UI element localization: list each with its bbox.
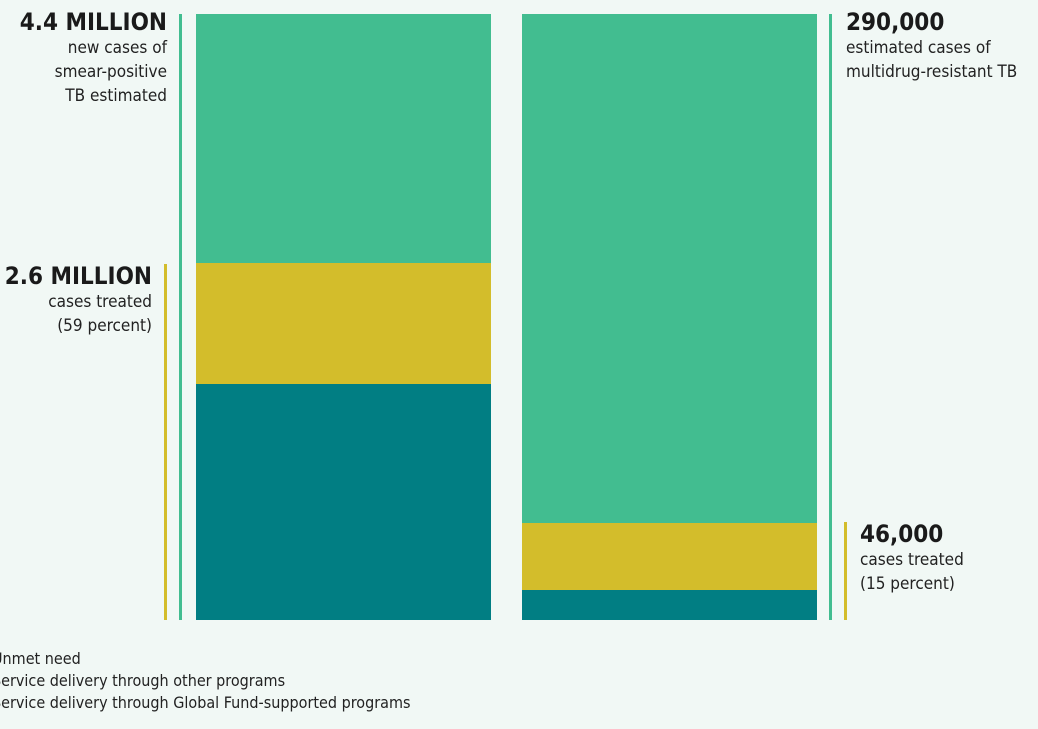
bar-right-unmet-segment xyxy=(522,14,817,523)
bar-left xyxy=(196,14,491,620)
left-total-value: 4.4 MILLION xyxy=(19,8,167,36)
right-treated-value: 46,000 xyxy=(860,520,944,548)
legend-label-other: Service delivery through other programs xyxy=(0,670,286,690)
left-treated-value: 2.6 MILLION xyxy=(4,262,152,290)
left-treated-bracket-line xyxy=(164,264,167,620)
left-total-annotation: 4.4 MILLION new cases of smear-positive … xyxy=(20,8,167,108)
right-total-annotation: 290,000 estimated cases of multidrug-res… xyxy=(846,8,1017,84)
right-treated-line-1: cases treated xyxy=(860,550,964,570)
legend-item-unmet: Unmet need xyxy=(0,647,410,669)
right-treated-line-2: (15 percent) xyxy=(860,574,955,594)
left-total-line-1: new cases of xyxy=(67,38,167,58)
right-total-line-1: estimated cases of xyxy=(846,38,991,58)
left-total-line-2: smear-positive xyxy=(54,62,167,82)
right-treated-bracket-line xyxy=(844,522,847,620)
left-total-bracket-line xyxy=(179,14,182,620)
bar-right-globalfund-segment xyxy=(522,590,817,620)
right-total-line-2: multidrug-resistant TB xyxy=(846,62,1018,82)
left-treated-line-2: (59 percent) xyxy=(57,316,152,336)
left-treated-line-1: cases treated xyxy=(48,292,152,312)
bar-left-unmet-segment xyxy=(196,15,491,263)
right-total-value: 290,000 xyxy=(846,8,945,36)
bar-left-globalfund-segment xyxy=(196,384,491,620)
left-treated-annotation: 2.6 MILLION cases treated (59 percent) xyxy=(5,262,152,338)
bar-left-other-segment xyxy=(196,263,491,384)
legend-item-other: Service delivery through other programs xyxy=(0,669,410,691)
left-total-line-3: TB estimated xyxy=(65,86,167,106)
legend-label-unmet: Unmet need xyxy=(0,648,81,668)
legend-label-global-fund: Service delivery through Global Fund-sup… xyxy=(0,692,411,712)
right-treated-annotation: 46,000 cases treated (15 percent) xyxy=(860,520,964,596)
right-total-bracket-line xyxy=(829,14,832,620)
legend: Unmet need Service delivery through othe… xyxy=(0,647,410,713)
legend-item-global-fund: Service delivery through Global Fund-sup… xyxy=(0,691,410,713)
bar-right-other-segment xyxy=(522,523,817,590)
bar-right xyxy=(522,14,817,620)
